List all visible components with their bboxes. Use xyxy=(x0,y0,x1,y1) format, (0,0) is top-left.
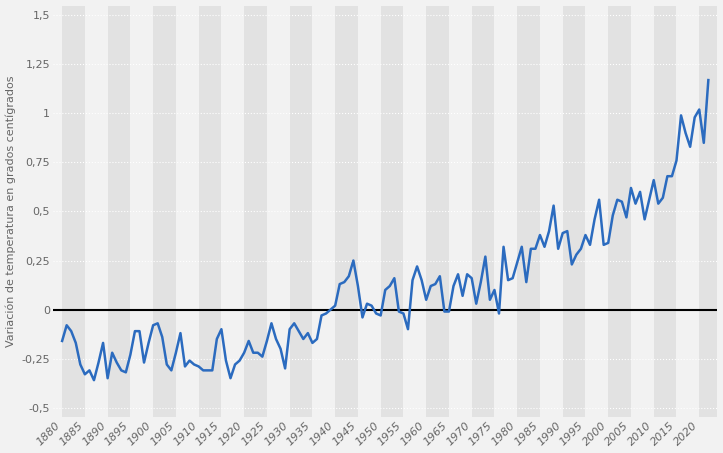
Bar xyxy=(358,5,381,418)
Bar xyxy=(449,5,471,418)
Bar xyxy=(153,5,176,418)
Bar xyxy=(130,5,153,418)
Bar xyxy=(53,5,62,418)
Bar xyxy=(677,5,699,418)
Y-axis label: Variación de temperatura en grados centígrados: Variación de temperatura en grados centí… xyxy=(6,76,16,347)
Bar xyxy=(403,5,426,418)
Bar xyxy=(608,5,631,418)
Bar xyxy=(540,5,562,418)
Bar xyxy=(221,5,244,418)
Bar xyxy=(699,5,717,418)
Bar xyxy=(290,5,312,418)
Bar xyxy=(654,5,677,418)
Bar xyxy=(631,5,654,418)
Bar xyxy=(426,5,449,418)
Bar xyxy=(312,5,335,418)
Bar xyxy=(267,5,290,418)
Bar xyxy=(62,5,85,418)
Bar xyxy=(176,5,199,418)
Bar xyxy=(199,5,221,418)
Bar xyxy=(586,5,608,418)
Bar xyxy=(495,5,517,418)
Bar xyxy=(471,5,495,418)
Bar xyxy=(85,5,108,418)
Bar xyxy=(562,5,586,418)
Bar xyxy=(108,5,130,418)
Bar xyxy=(381,5,403,418)
Bar xyxy=(244,5,267,418)
Bar xyxy=(517,5,540,418)
Bar xyxy=(335,5,358,418)
